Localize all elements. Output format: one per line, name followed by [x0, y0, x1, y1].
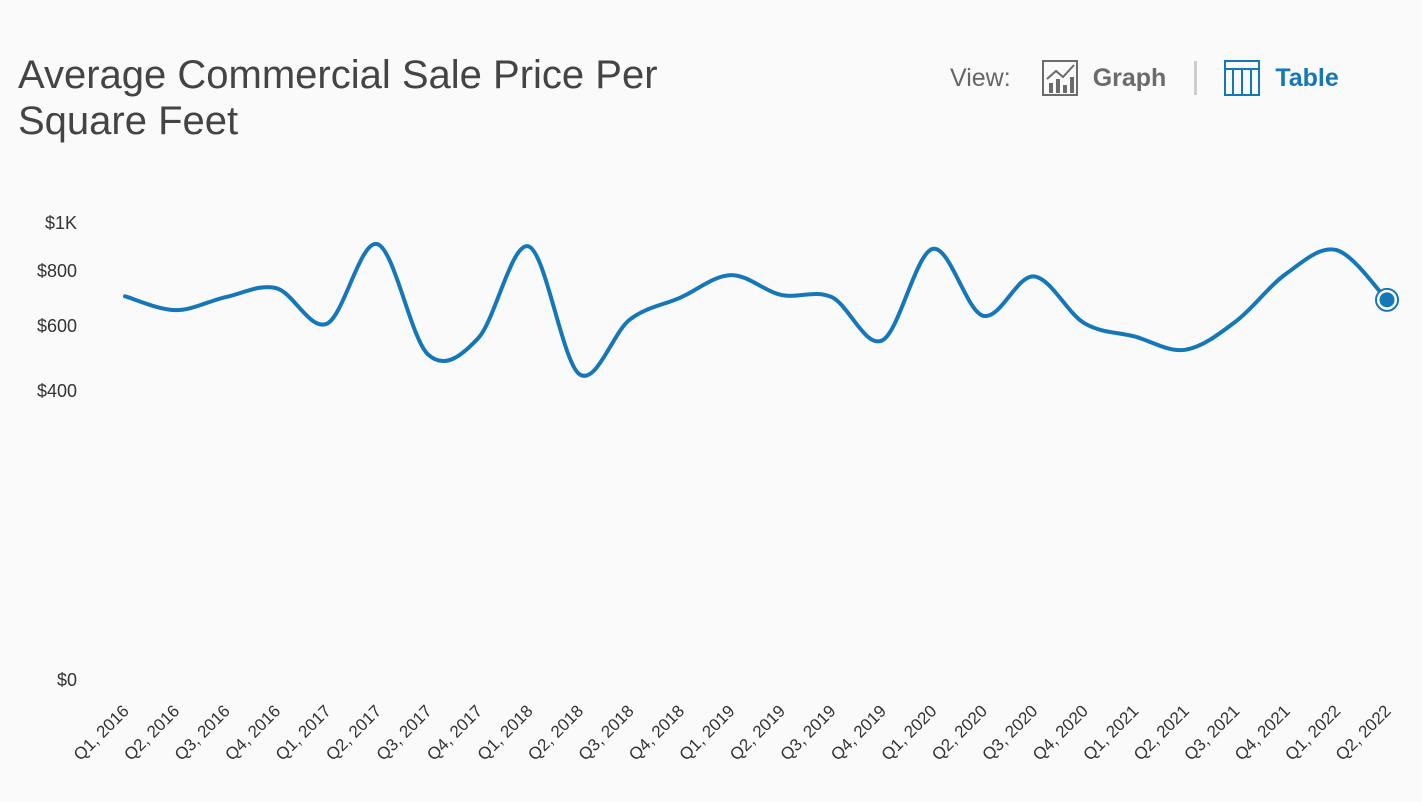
- table-icon: [1224, 60, 1261, 96]
- data-point[interactable]: [169, 304, 181, 316]
- data-point[interactable]: [1280, 268, 1292, 280]
- data-point[interactable]: [876, 334, 888, 346]
- graph-view-button[interactable]: Graph: [1041, 59, 1167, 97]
- data-point[interactable]: [422, 348, 434, 360]
- data-point[interactable]: [523, 240, 535, 252]
- data-point[interactable]: [725, 269, 737, 281]
- y-axis: $0 $400 $600 $800 $1K: [37, 213, 77, 690]
- graph-view-label: Graph: [1092, 63, 1167, 92]
- data-point[interactable]: [826, 291, 838, 303]
- y-tick-label: $600: [37, 316, 77, 336]
- y-tick-label: $800: [37, 261, 77, 281]
- data-point[interactable]: [119, 290, 131, 302]
- last-point-marker[interactable]: [1379, 292, 1395, 308]
- data-point[interactable]: [472, 332, 484, 344]
- graph-icon: [1041, 60, 1078, 96]
- data-point[interactable]: [1179, 344, 1191, 356]
- table-view-label: Table: [1275, 63, 1339, 92]
- data-point[interactable]: [1230, 316, 1242, 328]
- y-tick-label: $400: [37, 381, 77, 401]
- page-title: Average Commercial Sale Price Per Square…: [18, 53, 658, 143]
- table-view-button[interactable]: Table: [1223, 59, 1339, 97]
- view-label: View:: [950, 63, 1011, 92]
- data-point[interactable]: [775, 289, 787, 301]
- view-switcher: View: Graph Table: [950, 58, 1339, 98]
- data-point[interactable]: [1078, 317, 1090, 329]
- data-point[interactable]: [927, 243, 939, 255]
- view-separator: [1194, 61, 1198, 95]
- series-group: [119, 238, 1399, 380]
- data-point[interactable]: [1129, 330, 1141, 342]
- data-point[interactable]: [321, 318, 333, 330]
- data-point[interactable]: [573, 368, 585, 380]
- data-point[interactable]: [371, 238, 383, 250]
- data-point[interactable]: [1028, 270, 1040, 282]
- series-line: [123, 242, 1389, 378]
- data-point[interactable]: [674, 292, 686, 304]
- x-tick-label: Q2, 2022: [1332, 701, 1395, 764]
- y-tick-label: $0: [57, 670, 77, 690]
- data-point[interactable]: [1331, 244, 1343, 256]
- y-tick-label: $1K: [45, 213, 77, 233]
- data-point[interactable]: [977, 310, 989, 322]
- data-point[interactable]: [270, 282, 282, 294]
- data-point[interactable]: [220, 291, 232, 303]
- data-point[interactable]: [624, 314, 636, 326]
